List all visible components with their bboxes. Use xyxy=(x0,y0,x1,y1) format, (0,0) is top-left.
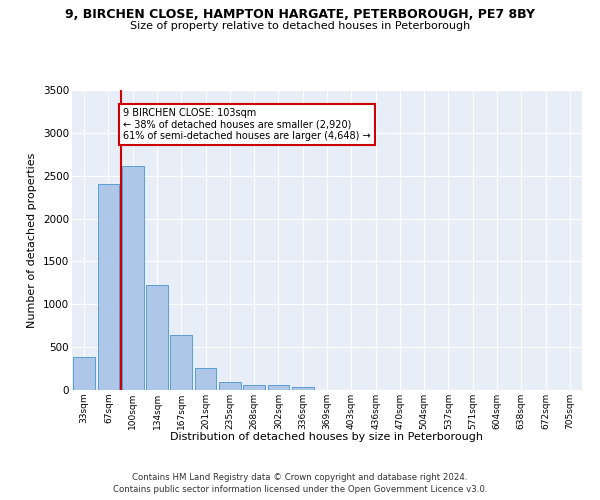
Text: Contains public sector information licensed under the Open Government Licence v3: Contains public sector information licen… xyxy=(113,485,487,494)
Text: Size of property relative to detached houses in Peterborough: Size of property relative to detached ho… xyxy=(130,21,470,31)
Bar xyxy=(73,356,95,390)
Bar xyxy=(146,284,168,390)
Text: 9, BIRCHEN CLOSE, HAMPTON HARGATE, PETERBOROUGH, PE7 8BY: 9, BIRCHEN CLOSE, HAMPTON HARGATE, PETER… xyxy=(65,8,535,20)
Bar xyxy=(268,386,289,390)
Bar xyxy=(292,386,314,390)
Bar xyxy=(219,382,241,390)
Bar xyxy=(243,385,265,390)
Text: 9 BIRCHEN CLOSE: 103sqm
← 38% of detached houses are smaller (2,920)
61% of semi: 9 BIRCHEN CLOSE: 103sqm ← 38% of detache… xyxy=(123,108,371,141)
Text: Distribution of detached houses by size in Peterborough: Distribution of detached houses by size … xyxy=(170,432,484,442)
Bar xyxy=(97,184,119,390)
Bar xyxy=(194,368,217,390)
Bar xyxy=(122,166,143,390)
Text: Contains HM Land Registry data © Crown copyright and database right 2024.: Contains HM Land Registry data © Crown c… xyxy=(132,472,468,482)
Y-axis label: Number of detached properties: Number of detached properties xyxy=(28,152,37,328)
Bar xyxy=(170,335,192,390)
